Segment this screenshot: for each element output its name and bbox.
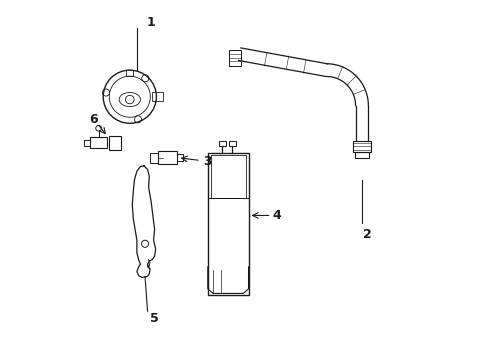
Bar	[208, 153, 248, 295]
Bar	[219, 141, 225, 145]
Bar	[90, 137, 107, 148]
Bar	[158, 152, 177, 164]
Text: 4: 4	[272, 209, 281, 222]
Bar	[177, 154, 183, 161]
Bar	[353, 141, 371, 152]
Bar	[84, 140, 90, 145]
Text: 3: 3	[203, 155, 212, 168]
Bar	[211, 155, 245, 198]
Text: 5: 5	[150, 312, 159, 325]
Bar	[126, 70, 133, 76]
Bar	[355, 152, 368, 158]
Bar	[229, 141, 236, 145]
Bar	[229, 50, 241, 66]
Bar	[109, 136, 121, 150]
Text: 1: 1	[147, 16, 155, 29]
Text: 6: 6	[89, 113, 98, 126]
Text: 2: 2	[363, 229, 371, 242]
Bar	[152, 92, 163, 101]
Bar	[150, 153, 158, 163]
